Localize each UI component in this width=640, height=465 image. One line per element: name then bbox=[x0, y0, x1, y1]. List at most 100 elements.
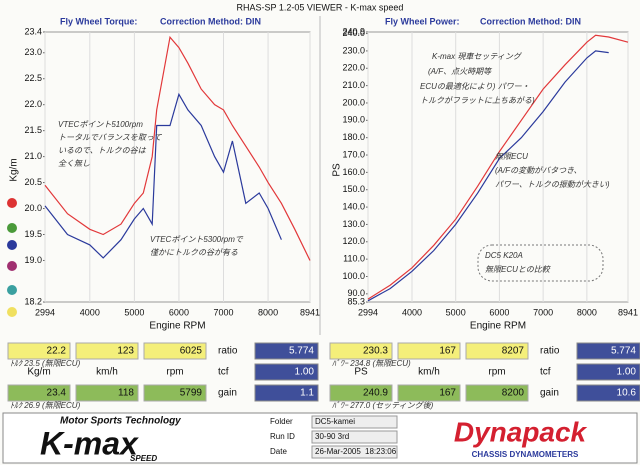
annotation: 全く無し bbox=[58, 159, 90, 168]
x-tick-label: 8000 bbox=[577, 307, 597, 317]
tagline: Motor Sports Technology bbox=[60, 416, 181, 427]
x-tick-label: 4000 bbox=[402, 307, 422, 317]
side-box bbox=[576, 384, 640, 402]
readout-box bbox=[7, 384, 71, 402]
side-label: ratio bbox=[218, 346, 238, 357]
annotation: いるので、トルクの谷は bbox=[58, 146, 147, 155]
side-box bbox=[576, 342, 640, 360]
side-box bbox=[254, 363, 319, 381]
readout-box bbox=[397, 342, 461, 360]
readout-value: 6025 bbox=[180, 346, 203, 357]
y-tick-label: 22.0 bbox=[24, 99, 42, 109]
x-tick-label: 6000 bbox=[169, 307, 189, 317]
readout-value: 240.9 bbox=[363, 388, 388, 399]
y-tick-label: 160.0 bbox=[342, 167, 365, 177]
annotation: VTECポイント5300rpmで bbox=[150, 235, 244, 244]
y-tick-label: 240.0 bbox=[342, 28, 365, 38]
series-line bbox=[367, 50, 609, 302]
unit-label: km/h bbox=[96, 367, 118, 378]
field bbox=[311, 445, 398, 459]
x-tick-label: 7000 bbox=[533, 307, 553, 317]
x-tick-label: 2994 bbox=[358, 307, 378, 317]
readout-box bbox=[397, 384, 461, 402]
readout-value: 8207 bbox=[502, 346, 525, 357]
y-tick-label: 20.0 bbox=[24, 203, 42, 213]
y-tick-label: 90.0 bbox=[347, 288, 365, 298]
chart-subtitle: Correction Method: DIN bbox=[480, 16, 581, 26]
chart-title: Fly Wheel Power: bbox=[385, 16, 460, 26]
y-tick-label: 100.0 bbox=[342, 271, 365, 281]
y-tick-label: 140.0 bbox=[342, 201, 365, 211]
side-label: tcf bbox=[218, 367, 229, 378]
side-value: 1.00 bbox=[295, 367, 315, 378]
unit-label: km/h bbox=[418, 367, 440, 378]
date: 26-Mar-2005 bbox=[315, 447, 361, 456]
x-tick-label: 8941 bbox=[300, 307, 320, 317]
color-dots bbox=[7, 198, 17, 317]
side-box bbox=[254, 384, 319, 402]
y-tick-label: 20.5 bbox=[24, 177, 42, 187]
readout-box bbox=[143, 342, 207, 360]
y-tick-label: 21.5 bbox=[24, 125, 42, 135]
series-line bbox=[44, 92, 282, 259]
side-value: 1.00 bbox=[617, 367, 637, 378]
annotation: 無限ECUとの比較 bbox=[485, 265, 551, 274]
time: 18:23:06 bbox=[365, 447, 397, 456]
x-tick-label: 8941 bbox=[618, 307, 638, 317]
annotation: (A/F、点火時期等 bbox=[428, 67, 493, 76]
y-tick-label: 190.0 bbox=[342, 115, 365, 125]
brand: Dynapack bbox=[454, 416, 588, 447]
readout-value: 167 bbox=[439, 346, 456, 357]
annotation: トルクがフラットに上ちあがる) bbox=[420, 96, 535, 105]
field bbox=[311, 415, 398, 429]
logo: K-max bbox=[40, 425, 139, 461]
readout-value: 118 bbox=[118, 388, 134, 399]
y-axis-label: PS bbox=[332, 163, 343, 177]
x-axis-label: Engine RPM bbox=[470, 321, 526, 332]
brand-sub: CHASSIS DYNAMOMETERS bbox=[472, 450, 579, 459]
chart-subtitle: Correction Method: DIN bbox=[160, 16, 261, 26]
unit-label: rpm bbox=[166, 367, 183, 378]
unit-label: PS bbox=[354, 367, 368, 378]
dot bbox=[7, 307, 17, 317]
side-value: 10.6 bbox=[617, 388, 637, 399]
dot bbox=[7, 261, 17, 271]
y-tick-label: 170.0 bbox=[342, 149, 365, 159]
chart-title: Fly Wheel Torque: bbox=[60, 16, 137, 26]
y-tick-label: 23.0 bbox=[24, 47, 42, 57]
y-tick-label: 120.0 bbox=[342, 236, 365, 246]
y-tick-label: 22.5 bbox=[24, 73, 42, 83]
run-label: Run ID bbox=[270, 432, 295, 441]
handwritten-note: ﾊﾟﾜｰ 234.8 (無限ECU) bbox=[332, 359, 411, 368]
handwritten-note: ﾄﾙｸ 26.9 (無限ECU) bbox=[10, 401, 81, 410]
run-id: 30-90 3rd bbox=[315, 432, 349, 441]
x-tick-label: 5000 bbox=[446, 307, 466, 317]
note-frame bbox=[477, 244, 604, 282]
side-box bbox=[254, 342, 319, 360]
readout-box bbox=[75, 342, 139, 360]
header-title: RHAS-SP 1.2-05 VIEWER - K-max speed bbox=[237, 2, 404, 12]
field bbox=[311, 430, 398, 444]
x-tick-label: 4000 bbox=[80, 307, 100, 317]
side-label: gain bbox=[540, 388, 559, 399]
y-tick-label: 210.0 bbox=[342, 80, 365, 90]
dot bbox=[7, 223, 17, 233]
handwritten-note: ﾄﾙｸ 23.5 (無限ECU) bbox=[10, 359, 81, 368]
handwritten-note: ﾊﾟﾜｰ 277.0 (セッティング後) bbox=[332, 401, 434, 410]
readout-value: 23.4 bbox=[47, 388, 67, 399]
side-value: 1.1 bbox=[300, 388, 314, 399]
date-label: Date bbox=[270, 447, 287, 456]
readout-value: 230.3 bbox=[363, 346, 388, 357]
y-tick-label: 18.2 bbox=[24, 296, 42, 306]
y-tick-label: 200.0 bbox=[342, 97, 365, 107]
dot bbox=[7, 240, 17, 250]
folder-label: Folder bbox=[270, 417, 293, 426]
dot bbox=[7, 285, 17, 295]
y-axis-label: Kg/m bbox=[9, 158, 20, 181]
readout-box bbox=[329, 342, 393, 360]
x-tick-label: 2994 bbox=[35, 307, 55, 317]
annotation: DC5 K20A bbox=[485, 251, 523, 260]
annotation: K-max 現車セッティング bbox=[432, 52, 523, 61]
readout-value: 22.2 bbox=[47, 346, 67, 357]
